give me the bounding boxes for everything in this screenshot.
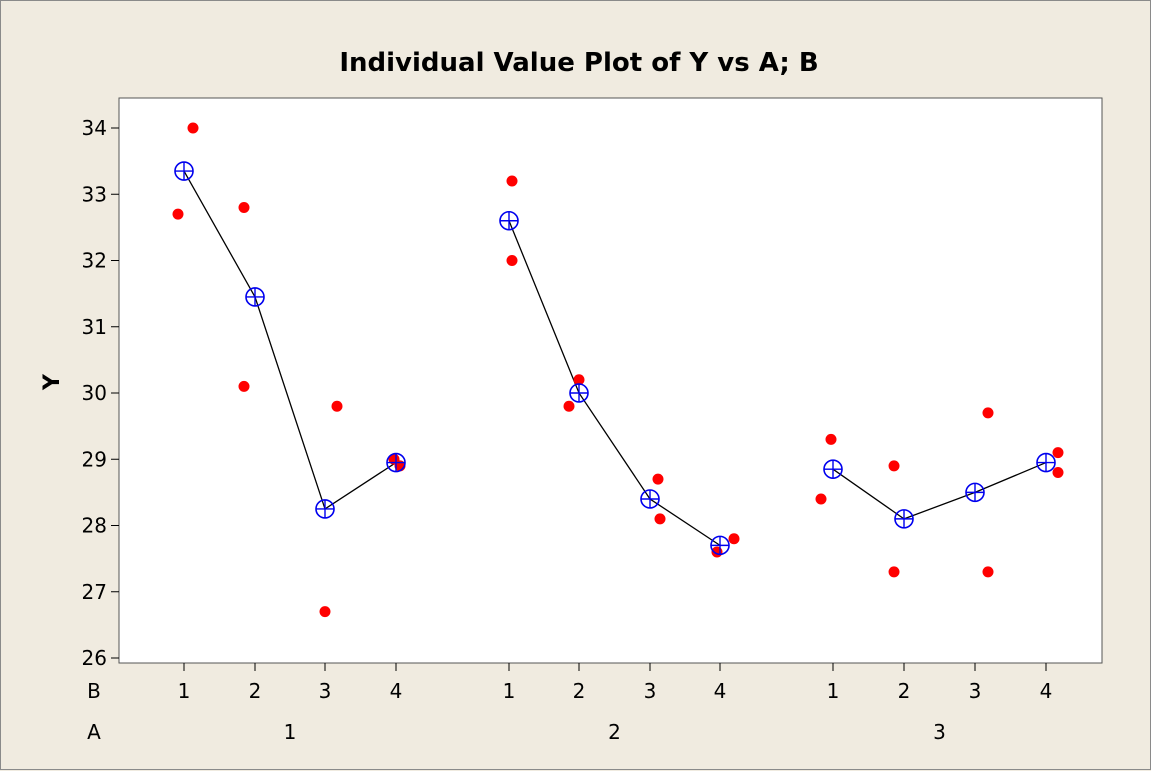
mean-symbol: [894, 509, 914, 529]
mean-symbol: [1036, 452, 1056, 473]
data-point: [652, 473, 664, 485]
y-tick-label: 34: [82, 116, 107, 140]
x-tick-label-b: 3: [319, 679, 332, 703]
data-point: [573, 374, 585, 386]
data-point: [319, 606, 331, 618]
data-point: [172, 208, 184, 220]
x-tick-label-b: 1: [827, 679, 840, 703]
mean-symbol: [245, 287, 265, 307]
data-point: [982, 407, 994, 419]
mean-connect-lines: [183, 170, 1047, 546]
data-point: [238, 202, 250, 213]
mean-connect-line: [832, 461, 1047, 520]
data-point: [888, 566, 900, 578]
y-tick-label: 30: [82, 381, 107, 405]
outer-factor-label: A: [87, 720, 101, 744]
y-tick-label: 29: [82, 447, 107, 471]
x-tick-label-a: 2: [608, 720, 621, 744]
mean-symbol: [710, 535, 730, 556]
x-tick-label-b: 2: [573, 679, 586, 703]
mean-symbol: [640, 489, 660, 509]
x-tick-label-b: 1: [503, 679, 516, 703]
y-tick-label: 26: [82, 646, 107, 670]
chart-title: Individual Value Plot of Y vs A; B: [339, 48, 818, 78]
x-tick-label-b: 2: [249, 679, 262, 703]
mean-symbol: [823, 459, 843, 479]
data-point: [331, 400, 343, 412]
mean-symbols-layer: [174, 161, 1056, 556]
x-tick-label-a: 1: [284, 720, 297, 744]
mean-symbol: [499, 210, 519, 231]
y-axis-label: Y: [40, 373, 65, 391]
mean-connect-line: [508, 220, 721, 546]
data-point: [563, 400, 575, 412]
plot-area: [118, 97, 1103, 664]
y-tick-label: 31: [82, 315, 107, 339]
data-point: [187, 122, 199, 134]
mean-symbol: [569, 383, 589, 403]
x-tick-label-b: 2: [898, 679, 911, 703]
inner-factor-label: B: [87, 679, 101, 703]
data-point: [1052, 447, 1064, 459]
data-point: [506, 175, 518, 187]
mean-symbol: [965, 482, 985, 503]
data-point: [1052, 467, 1064, 478]
y-tick-label: 28: [82, 514, 107, 538]
x-tick-label-b: 4: [390, 679, 403, 703]
data-point: [815, 493, 827, 505]
data-point: [982, 566, 994, 578]
x-tick-label-a: 3: [933, 720, 946, 744]
data-point: [728, 533, 740, 545]
x-tick-label-b: 3: [969, 679, 982, 703]
mean-symbol: [386, 452, 406, 473]
data-point: [654, 513, 666, 525]
y-tick-label: 27: [82, 580, 107, 604]
x-tick-label-b: 1: [178, 679, 191, 703]
x-tick-label-b: 4: [714, 679, 727, 703]
mean-symbol: [174, 161, 194, 181]
x-tick-label-b: 4: [1040, 679, 1053, 703]
y-tick-label: 32: [82, 249, 107, 273]
mean-connect-line: [183, 170, 397, 510]
mean-symbol: [315, 499, 335, 519]
data-point: [238, 380, 250, 392]
y-tick-label: 33: [82, 182, 107, 206]
data-point: [506, 255, 518, 266]
data-point: [825, 433, 837, 445]
x-tick-label-b: 3: [644, 679, 657, 703]
data-point: [888, 460, 900, 472]
